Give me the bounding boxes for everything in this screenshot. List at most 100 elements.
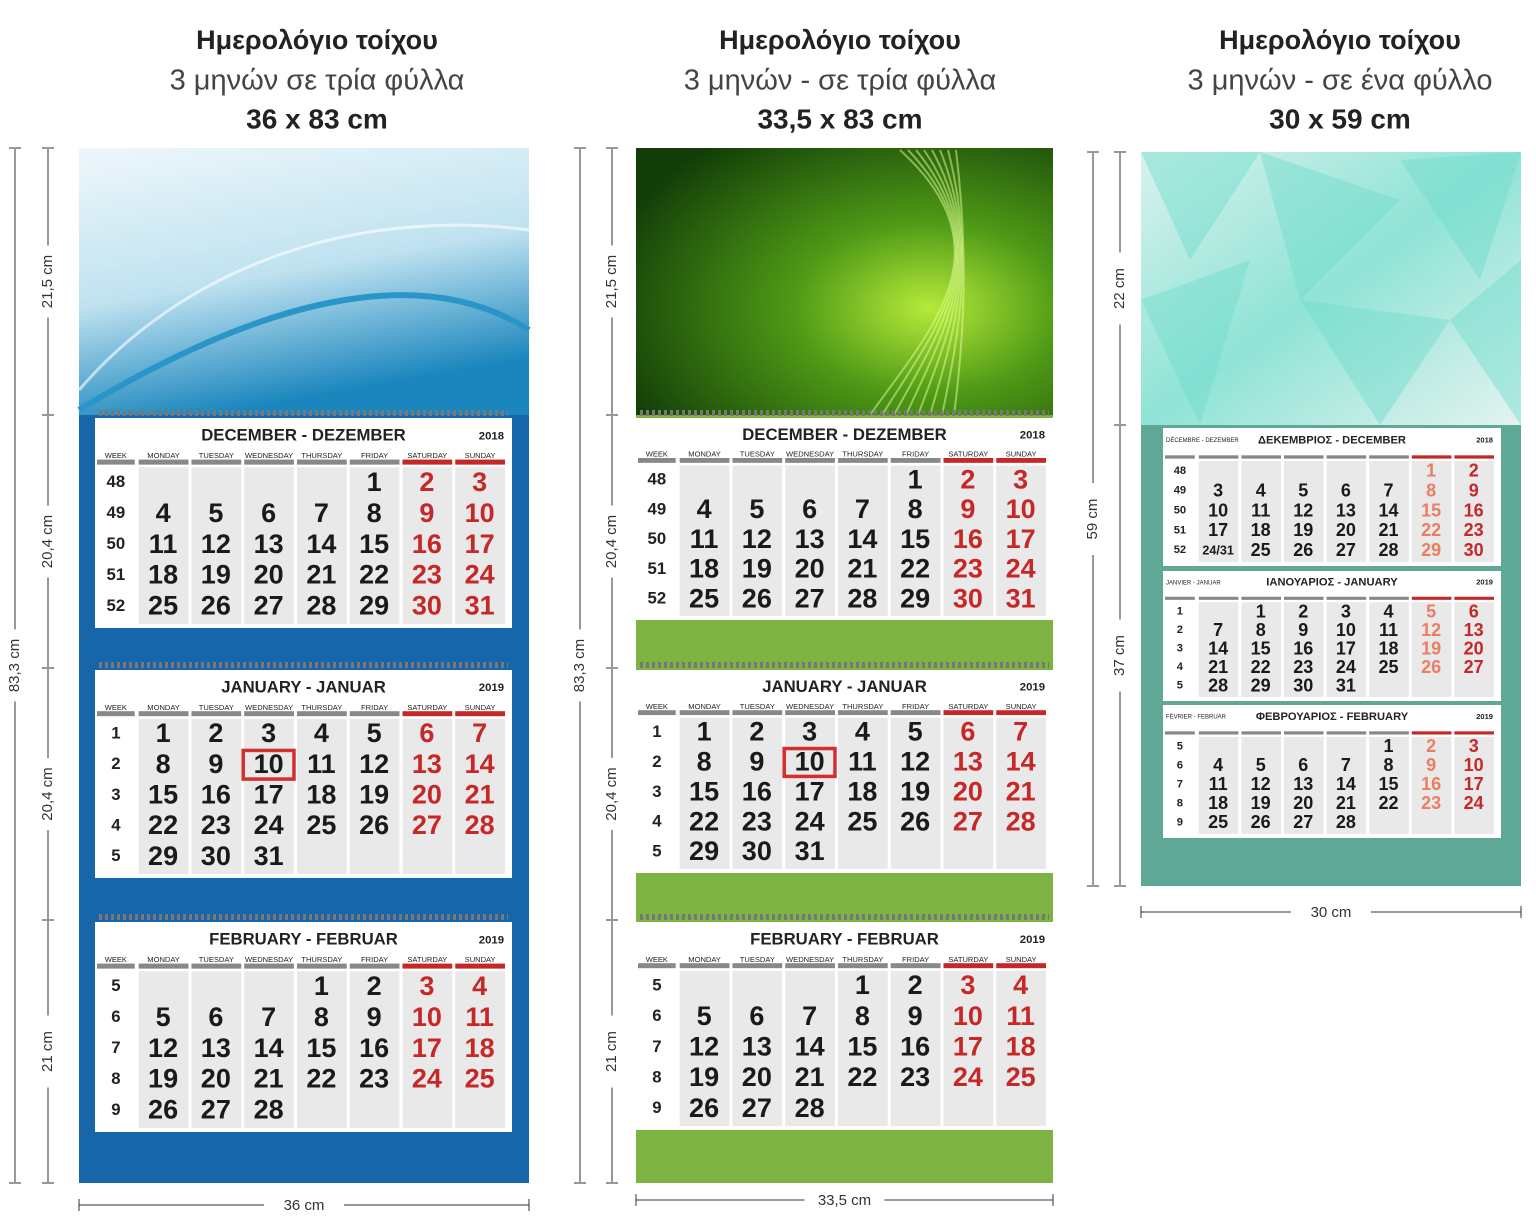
day: 3 [261,718,276,748]
weekday-bar [890,710,941,716]
day: 30 [1293,675,1313,695]
day: 28 [1378,540,1398,560]
week-number: 8 [111,1069,120,1088]
day: 23 [1464,520,1484,540]
dimension-label: 83,3 cm [6,639,23,692]
day: 8 [1383,755,1393,775]
subtitle: 3 μηνών - σε ένα φύλλο [1188,65,1493,97]
month-year: 2018 [1476,435,1493,444]
day: 8 [314,1002,329,1032]
weekday-bar [1326,731,1367,735]
day: 18 [306,780,336,810]
day: 22 [689,806,719,836]
day: 27 [953,806,983,836]
day: 24 [795,806,825,836]
week-number: 3 [652,782,661,801]
dimension-label: 36 cm [284,1197,325,1214]
day: 1 [1256,601,1266,621]
dimension-label: 21 cm [603,1031,620,1072]
day: 3 [1341,601,1351,621]
label-bg [5,629,25,702]
weekday-bar [138,711,189,717]
day: 16 [1293,638,1313,658]
weekday-bar [1326,596,1367,600]
weekday: TUESDAY [199,955,234,964]
dimension-label: 22 cm [1111,268,1128,309]
day-column [1284,736,1324,834]
day: 12 [201,529,231,559]
size: 36 x 83 cm [246,103,388,134]
weekday-bar [679,710,730,716]
day-column [402,467,453,624]
day: 1 [1426,461,1436,481]
day-column [996,465,1046,616]
light-streak [881,149,957,416]
label-bg [1291,902,1371,922]
day: 2 [749,717,764,747]
day: 16 [359,1033,389,1063]
day: 3 [472,467,487,497]
weekday-bar [943,457,994,463]
facet [1300,300,1450,425]
day: 1 [1383,736,1393,756]
weekday-bar [349,459,400,465]
label-bg [1083,483,1103,555]
weekday: THURSDAY [301,703,342,712]
weekday: SATURDAY [407,955,447,964]
weekday: SATURDAY [948,955,988,964]
weekday-bar [1241,455,1281,459]
weekday-bar [1284,596,1324,600]
day: 22 [359,560,389,590]
day: 9 [749,747,764,777]
day-column [191,467,242,624]
week-number: 7 [1177,778,1183,790]
day: 21 [847,554,877,584]
label-bg [602,1015,622,1088]
month-year: 2019 [1020,682,1045,694]
week-number: 50 [1174,504,1186,516]
weekday-bar [996,710,1046,716]
day: 21 [1378,520,1398,540]
week-number: 1 [1177,605,1183,617]
weekday: WEDNESDAY [786,450,834,459]
day-column [349,718,400,874]
weekday: SUNDAY [465,703,496,712]
day: 4 [156,498,171,528]
weekday-bar [402,963,453,969]
month-name: FEBRUARY - FEBRUAR [750,930,939,949]
day: 7 [1213,620,1223,640]
day: 25 [1378,657,1398,677]
day: 14 [1378,500,1398,520]
week-number: 2 [652,752,661,771]
weekday-bar [349,711,400,717]
weekday-bar [1165,731,1195,735]
day-column [837,717,888,869]
day-column [455,718,505,874]
day: 3 [419,971,434,1001]
weekday: FRIDAY [361,955,388,964]
day: 10 [1336,620,1356,640]
day: 7 [855,494,870,524]
day: 17 [254,780,284,810]
week-number: 51 [1174,524,1186,536]
week-number: 48 [648,470,667,489]
weekday-bar [943,710,994,716]
day: 27 [201,1095,231,1125]
day: 4 [1383,601,1393,621]
day: 19 [1421,638,1441,658]
day: 31 [465,591,495,621]
weekday: WEEK [646,702,668,711]
day: 18 [465,1033,495,1063]
weekday: SUNDAY [1006,955,1037,964]
day-column [1454,736,1494,834]
day: 24 [1336,657,1356,677]
weekday: TUESDAY [740,955,775,964]
day: 19 [1251,793,1271,813]
day: 7 [472,718,487,748]
day-column [890,717,941,869]
day: 24 [412,1064,442,1094]
weekday-bar [732,457,783,463]
title: Ημερολόγιο τοίχου [196,25,438,55]
day: 4 [472,971,487,1001]
day-column [296,971,347,1128]
